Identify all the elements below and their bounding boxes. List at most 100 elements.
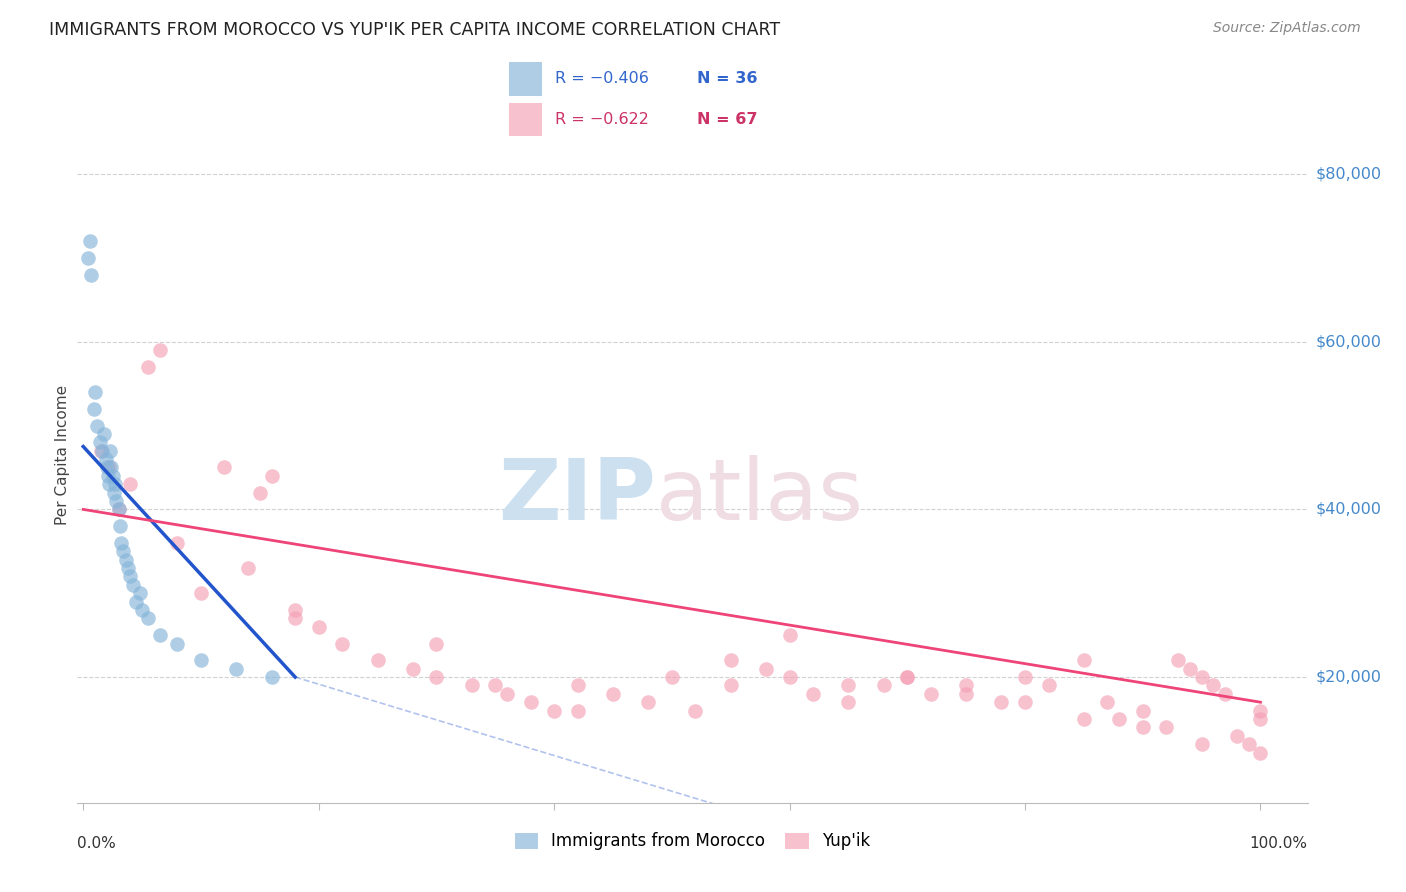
Point [120,569,142,583]
Point [1250,712,1272,726]
Text: IMMIGRANTS FROM MOROCCO VS YUP'IK PER CAPITA INCOME CORRELATION CHART: IMMIGRANTS FROM MOROCCO VS YUP'IK PER CA… [49,21,780,39]
Point [637,695,659,709]
Point [425,636,447,650]
Point [149,343,172,358]
Point [567,704,589,718]
Point [1108,712,1130,726]
Point [685,704,707,718]
Point [249,485,271,500]
Point [94,452,117,467]
Point [260,670,283,684]
Point [166,536,188,550]
Point [86,418,108,433]
Point [873,678,896,692]
Point [260,468,283,483]
Point [955,678,977,692]
Point [330,636,353,650]
Point [110,536,132,550]
Point [837,678,859,692]
Point [214,460,236,475]
Point [117,561,139,575]
Point [114,552,136,566]
Point [955,687,977,701]
Point [136,359,159,374]
Point [136,611,159,625]
Point [90,443,112,458]
Point [84,385,107,400]
Point [920,687,942,701]
FancyBboxPatch shape [509,62,543,95]
Point [91,443,114,458]
Text: $40,000: $40,000 [1316,502,1382,516]
Point [89,435,111,450]
Text: $60,000: $60,000 [1316,334,1382,350]
Point [80,268,103,282]
Point [1132,704,1154,718]
Point [190,653,212,667]
Point [1250,704,1272,718]
Text: Source: ZipAtlas.com: Source: ZipAtlas.com [1213,21,1361,36]
Text: R = −0.622: R = −0.622 [555,112,650,127]
Point [98,443,121,458]
Text: ZIP: ZIP [498,455,655,538]
Point [1178,662,1201,676]
Point [1132,720,1154,734]
Point [83,401,105,416]
Point [107,502,129,516]
Point [720,653,742,667]
Point [484,678,506,692]
Text: 0.0%: 0.0% [77,836,117,851]
Point [779,670,801,684]
Point [1250,746,1272,760]
Point [543,704,565,718]
Point [128,586,150,600]
Point [1226,729,1249,743]
Point [93,427,115,442]
Point [837,695,859,709]
Point [1014,670,1036,684]
Text: R = −0.406: R = −0.406 [555,71,650,87]
Point [519,695,541,709]
Point [1202,678,1225,692]
Point [990,695,1012,709]
Point [720,678,742,692]
Point [108,519,131,533]
Point [1014,695,1036,709]
Point [98,477,121,491]
Point [77,251,100,265]
Point [896,670,918,684]
Y-axis label: Per Capita Income: Per Capita Income [55,384,70,525]
Point [496,687,519,701]
Point [801,687,824,701]
Point [402,662,425,676]
Point [602,687,624,701]
Text: atlas: atlas [655,455,863,538]
Point [284,603,307,617]
Point [425,670,447,684]
Point [284,611,307,625]
Point [308,620,330,634]
Point [98,460,121,475]
Point [190,586,212,600]
Point [1156,720,1178,734]
Point [125,594,148,608]
Text: N = 67: N = 67 [697,112,758,127]
Text: 100.0%: 100.0% [1250,836,1308,851]
Point [107,502,129,516]
Text: N = 36: N = 36 [697,71,758,87]
Point [1213,687,1236,701]
FancyBboxPatch shape [509,103,543,136]
Point [120,477,142,491]
Point [367,653,389,667]
Point [1237,737,1260,751]
Point [121,578,143,592]
Point [166,636,188,650]
Point [225,662,247,676]
Point [779,628,801,642]
Point [1038,678,1060,692]
Point [1073,653,1095,667]
Point [1167,653,1189,667]
Legend: Immigrants from Morocco, Yup'ik: Immigrants from Morocco, Yup'ik [508,826,877,857]
Text: $80,000: $80,000 [1316,167,1382,182]
Point [1191,670,1213,684]
